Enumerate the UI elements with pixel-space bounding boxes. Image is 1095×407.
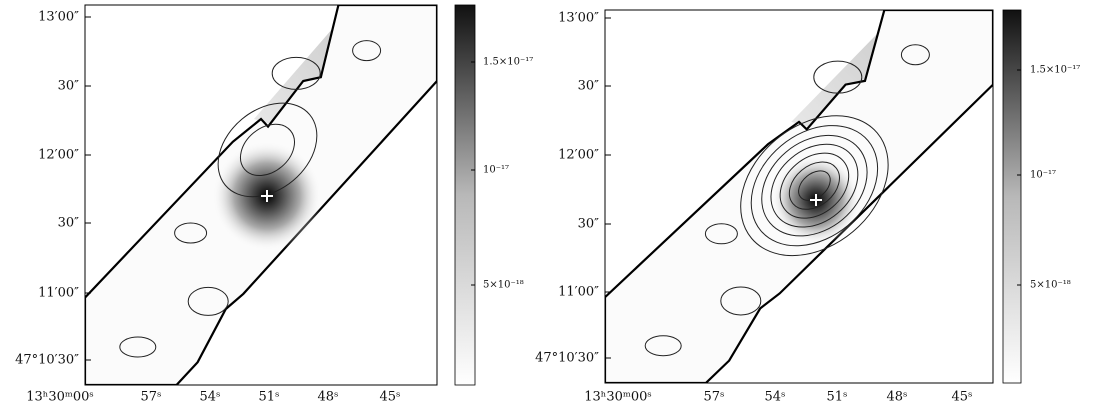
contour: [779, 152, 850, 219]
panel: 13′00″ 30″ 12′00″ 30″ 11′00″ 47°10′30″ 13ʰ30ᵐ0…: [535, 9, 1080, 405]
y-tick-label: 30″: [578, 217, 600, 232]
colorbar-label: 1.5×10⁻¹⁷: [1030, 65, 1080, 76]
y-tick-label: 12′00″: [558, 148, 599, 163]
contour: [174, 222, 208, 244]
contour: [813, 60, 863, 94]
contour: [187, 286, 229, 316]
center-marker: [261, 190, 273, 202]
contour: [352, 40, 382, 62]
x-tick-label: 57ˢ: [141, 390, 162, 405]
colorbar-label: 10⁻¹⁷: [1030, 170, 1056, 181]
plot-frame: [604, 9, 994, 384]
y-tick-label: 12′00″: [38, 148, 79, 163]
y-tick-label: 30″: [578, 79, 600, 94]
x-tick-label: 54ˢ: [200, 390, 221, 405]
x-tick-label: 48ˢ: [318, 390, 339, 405]
y-tick-label: 30″: [58, 79, 80, 94]
x-tick-label: 57ˢ: [704, 390, 725, 405]
x-tick-label: 13ʰ30ᵐ00ˢ: [584, 390, 652, 405]
contour: [240, 123, 295, 177]
contour: [271, 56, 321, 90]
contour: [644, 335, 682, 357]
colorbar: [1002, 9, 1022, 384]
contour: [798, 170, 831, 201]
colorbar-label: 1.5×10⁻¹⁷: [483, 57, 533, 68]
x-tick-label: 54ˢ: [765, 390, 786, 405]
y-tick-label: 13′00″: [558, 11, 599, 26]
contour: [900, 44, 930, 66]
x-tick-label: 51ˢ: [827, 390, 848, 405]
contour: [720, 286, 762, 316]
x-tick-label: 48ˢ: [887, 390, 908, 405]
y-tick-label: 13′00″: [38, 10, 79, 25]
y-tick-label: 30″: [58, 216, 80, 231]
plot-frame: [84, 4, 438, 386]
y-tick-label: 11′00″: [38, 286, 79, 301]
colorbar: [454, 4, 476, 386]
x-tick-label: 45ˢ: [952, 390, 973, 405]
x-tick-label: 51ˢ: [259, 390, 280, 405]
colorbar-label: 5×10⁻¹⁸: [483, 280, 524, 291]
center-marker: [810, 194, 822, 206]
contour: [740, 115, 889, 257]
map: [85, 5, 437, 385]
contour: [704, 223, 738, 245]
map: [605, 10, 993, 383]
contour: [770, 143, 859, 228]
colorbar-label: 5×10⁻¹⁸: [1030, 280, 1071, 291]
contour: [217, 102, 318, 198]
contour: [119, 336, 157, 358]
colorbar-label: 10⁻¹⁷: [483, 165, 509, 176]
y-tick-label: 11′00″: [558, 285, 599, 300]
x-tick-label: 45ˢ: [380, 390, 401, 405]
y-tick-label: 47°10′30″: [535, 351, 599, 366]
panel: 13′00″ 30″ 12′00″ 30″ 11′00″ 47°10′30″ 13ʰ30ᵐ0…: [15, 4, 533, 405]
y-tick-label: 47°10′30″: [15, 353, 79, 368]
contour: [761, 134, 868, 237]
x-tick-label: 13ʰ30ᵐ00ˢ: [26, 390, 94, 405]
contour: [750, 125, 879, 247]
contour: [788, 161, 840, 210]
